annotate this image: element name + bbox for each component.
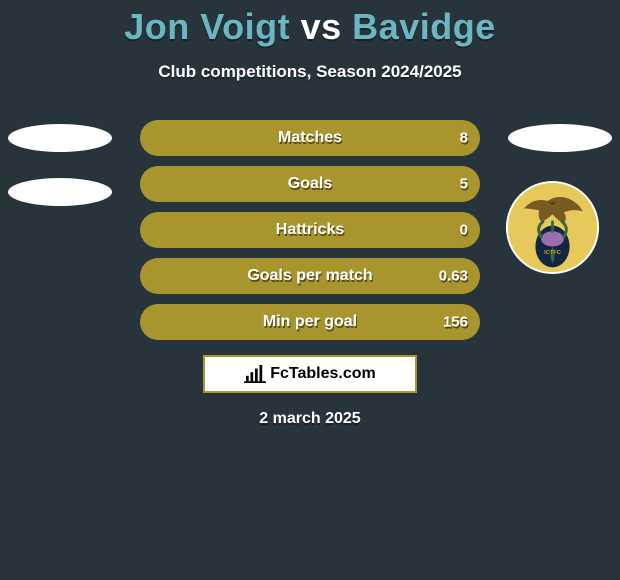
- stats-rows: Matches 8 Goals 5 Hattricks 0 Goals per match 0…: [0, 120, 620, 350]
- stat-value-right: 0: [460, 222, 468, 239]
- stat-row: Matches 8: [0, 120, 620, 156]
- stat-value-right: 8: [460, 130, 468, 147]
- brand-box: FcTables.com: [203, 355, 417, 393]
- stat-label: Goals: [288, 175, 332, 193]
- stat-row: Goals per match 0.63: [0, 258, 620, 294]
- stat-row: Min per goal 156: [0, 304, 620, 340]
- player2-name: Bavidge: [352, 6, 496, 47]
- player1-name: Jon Voigt: [124, 6, 290, 47]
- stat-label: Goals per match: [247, 267, 372, 285]
- stat-label: Hattricks: [276, 221, 344, 239]
- footer-date: 2 march 2025: [0, 410, 620, 428]
- bar-chart-icon: [244, 365, 266, 383]
- vs-word: vs: [301, 6, 342, 47]
- stat-value-right: 0.63: [439, 268, 468, 285]
- subtitle: Club competitions, Season 2024/2025: [0, 62, 620, 82]
- stat-row: Hattricks 0: [0, 212, 620, 248]
- stat-row: Goals 5: [0, 166, 620, 202]
- stat-label: Matches: [278, 129, 342, 147]
- stat-value-right: 156: [443, 314, 468, 331]
- comparison-title: Jon Voigt vs Bavidge: [0, 0, 620, 48]
- brand-name: FcTables.com: [270, 365, 376, 383]
- stat-label: Min per goal: [263, 313, 357, 331]
- stat-value-right: 5: [460, 176, 468, 193]
